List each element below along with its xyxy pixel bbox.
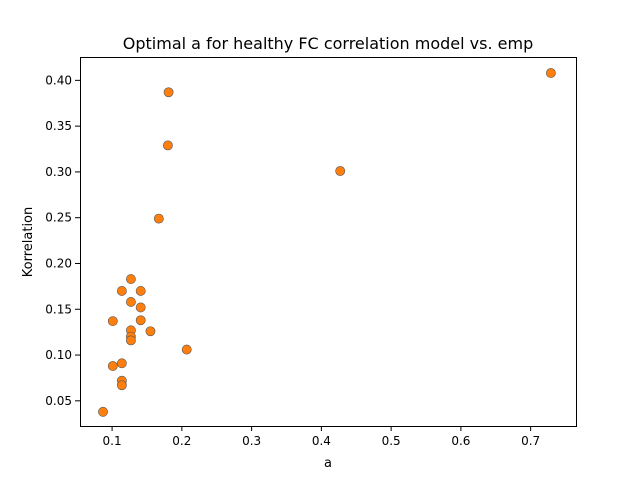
data-point xyxy=(135,286,146,296)
y-tick-label: 0.05 xyxy=(45,394,72,408)
data-point xyxy=(126,297,136,307)
y-tick-label: 0.10 xyxy=(45,348,72,362)
data-point xyxy=(116,380,127,391)
data-point xyxy=(135,302,146,313)
x-tick-label: 0.2 xyxy=(172,434,191,448)
data-point xyxy=(107,361,118,371)
data-point xyxy=(181,344,192,355)
data-point xyxy=(135,315,146,326)
y-tick-label: 0.15 xyxy=(45,302,72,316)
y-tick-label: 0.20 xyxy=(45,256,72,270)
data-point xyxy=(545,68,556,78)
data-point xyxy=(162,140,173,151)
axes-frame xyxy=(80,57,577,427)
x-tick-label: 0.5 xyxy=(382,434,401,448)
data-point xyxy=(145,326,156,337)
data-point xyxy=(126,274,136,284)
x-tick-label: 0.4 xyxy=(312,434,331,448)
x-tick-label: 0.7 xyxy=(521,434,540,448)
data-point xyxy=(116,286,127,296)
x-tick-label: 0.1 xyxy=(103,434,122,448)
data-point xyxy=(163,87,174,98)
plot-area xyxy=(80,57,577,427)
data-point xyxy=(98,406,108,417)
x-axis-label: a xyxy=(324,456,332,471)
y-tick-label: 0.40 xyxy=(45,73,72,87)
data-point xyxy=(116,358,127,369)
chart-title: Optimal a for healthy FC correlation mod… xyxy=(123,34,533,53)
x-tick-label: 0.6 xyxy=(451,434,470,448)
y-tick-label: 0.25 xyxy=(45,211,72,225)
y-axis: 0.05 0.10 0.15 0.20 0.25 0.30 0.35 0.40 xyxy=(45,73,80,408)
points-layer xyxy=(98,68,556,417)
data-point xyxy=(153,213,164,224)
data-point xyxy=(107,316,118,327)
data-point xyxy=(126,335,136,346)
x-tick-label: 0.3 xyxy=(242,434,261,448)
x-axis: 0.1 0.2 0.3 0.4 0.5 0.6 0.7 xyxy=(103,426,540,448)
data-point xyxy=(335,166,346,176)
y-tick-label: 0.35 xyxy=(45,119,72,133)
y-tick-label: 0.30 xyxy=(45,165,72,179)
y-axis-label: Korrelation xyxy=(21,207,36,277)
